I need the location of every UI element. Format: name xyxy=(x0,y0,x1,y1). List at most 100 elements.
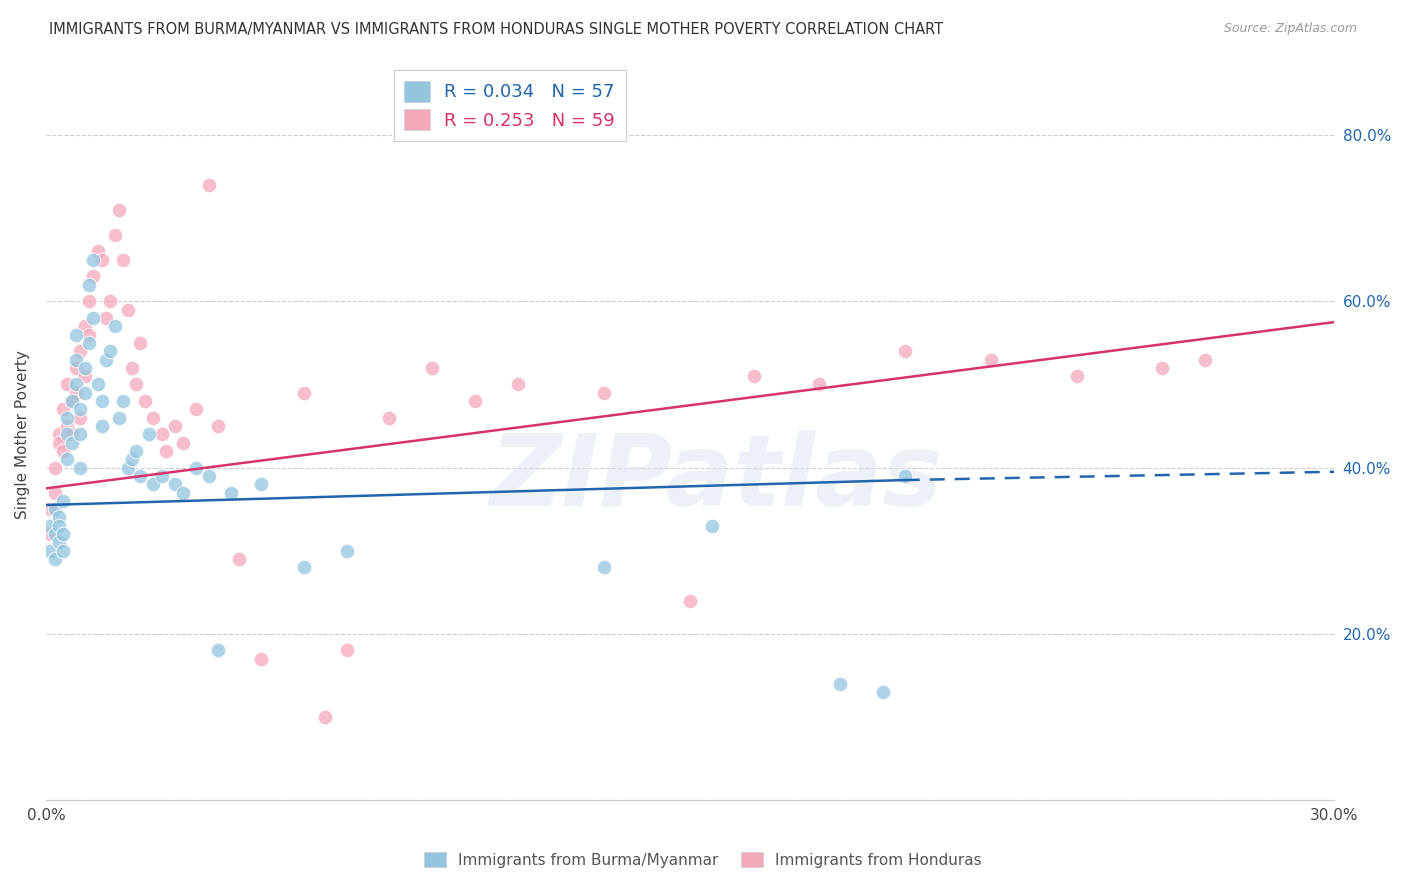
Point xyxy=(77,277,100,292)
Point xyxy=(48,510,70,524)
Point xyxy=(872,685,894,699)
Point xyxy=(700,518,723,533)
Point xyxy=(82,252,104,267)
Point xyxy=(219,485,242,500)
Point xyxy=(207,643,229,657)
Point xyxy=(90,252,112,267)
Point xyxy=(807,377,830,392)
Point xyxy=(56,427,79,442)
Point xyxy=(121,452,143,467)
Point xyxy=(44,502,66,516)
Point xyxy=(90,394,112,409)
Point xyxy=(39,527,62,541)
Point xyxy=(69,410,91,425)
Point xyxy=(94,352,117,367)
Legend: Immigrants from Burma/Myanmar, Immigrants from Honduras: Immigrants from Burma/Myanmar, Immigrant… xyxy=(419,846,987,873)
Point xyxy=(117,460,139,475)
Point xyxy=(52,543,75,558)
Text: Source: ZipAtlas.com: Source: ZipAtlas.com xyxy=(1223,22,1357,36)
Point xyxy=(104,227,127,242)
Point xyxy=(292,560,315,574)
Point xyxy=(207,419,229,434)
Point xyxy=(508,377,530,392)
Point xyxy=(48,518,70,533)
Point xyxy=(65,385,87,400)
Point xyxy=(65,360,87,375)
Point xyxy=(104,319,127,334)
Point xyxy=(249,652,271,666)
Point xyxy=(117,302,139,317)
Point xyxy=(172,485,194,500)
Point xyxy=(69,344,91,359)
Point xyxy=(125,377,148,392)
Point xyxy=(292,385,315,400)
Point xyxy=(1194,352,1216,367)
Point xyxy=(198,178,221,192)
Point xyxy=(52,493,75,508)
Point xyxy=(112,252,135,267)
Point xyxy=(69,402,91,417)
Point xyxy=(86,377,108,392)
Point xyxy=(249,477,271,491)
Point xyxy=(1066,369,1088,384)
Point xyxy=(60,427,83,442)
Point xyxy=(39,502,62,516)
Point xyxy=(56,410,79,425)
Point xyxy=(228,552,250,566)
Point xyxy=(679,593,702,607)
Point xyxy=(593,560,616,574)
Point xyxy=(422,360,444,375)
Point xyxy=(129,335,152,350)
Point xyxy=(44,527,66,541)
Point xyxy=(335,643,357,657)
Point xyxy=(39,543,62,558)
Point xyxy=(94,310,117,325)
Point xyxy=(82,269,104,284)
Legend: R = 0.034   N = 57, R = 0.253   N = 59: R = 0.034 N = 57, R = 0.253 N = 59 xyxy=(394,70,626,141)
Y-axis label: Single Mother Poverty: Single Mother Poverty xyxy=(15,350,30,519)
Point xyxy=(77,294,100,309)
Point xyxy=(48,435,70,450)
Point xyxy=(150,469,173,483)
Point xyxy=(65,352,87,367)
Point xyxy=(44,552,66,566)
Point xyxy=(52,402,75,417)
Point xyxy=(142,477,165,491)
Point xyxy=(830,677,852,691)
Point xyxy=(129,469,152,483)
Point xyxy=(77,335,100,350)
Point xyxy=(52,444,75,458)
Point xyxy=(82,310,104,325)
Point xyxy=(60,394,83,409)
Point xyxy=(121,360,143,375)
Point xyxy=(44,460,66,475)
Point xyxy=(186,402,208,417)
Point xyxy=(378,410,401,425)
Point xyxy=(52,527,75,541)
Point xyxy=(150,427,173,442)
Point xyxy=(172,435,194,450)
Point xyxy=(56,377,79,392)
Point xyxy=(112,394,135,409)
Point xyxy=(86,244,108,259)
Point xyxy=(134,394,156,409)
Point xyxy=(73,369,96,384)
Point xyxy=(464,394,486,409)
Point xyxy=(60,394,83,409)
Point xyxy=(108,202,131,217)
Point xyxy=(39,518,62,533)
Point xyxy=(980,352,1002,367)
Point xyxy=(335,543,357,558)
Point xyxy=(163,419,186,434)
Point xyxy=(69,460,91,475)
Point xyxy=(138,427,160,442)
Point xyxy=(77,327,100,342)
Point xyxy=(198,469,221,483)
Point xyxy=(56,452,79,467)
Point xyxy=(48,427,70,442)
Point xyxy=(73,385,96,400)
Point xyxy=(155,444,177,458)
Point xyxy=(894,469,917,483)
Point xyxy=(73,319,96,334)
Point xyxy=(142,410,165,425)
